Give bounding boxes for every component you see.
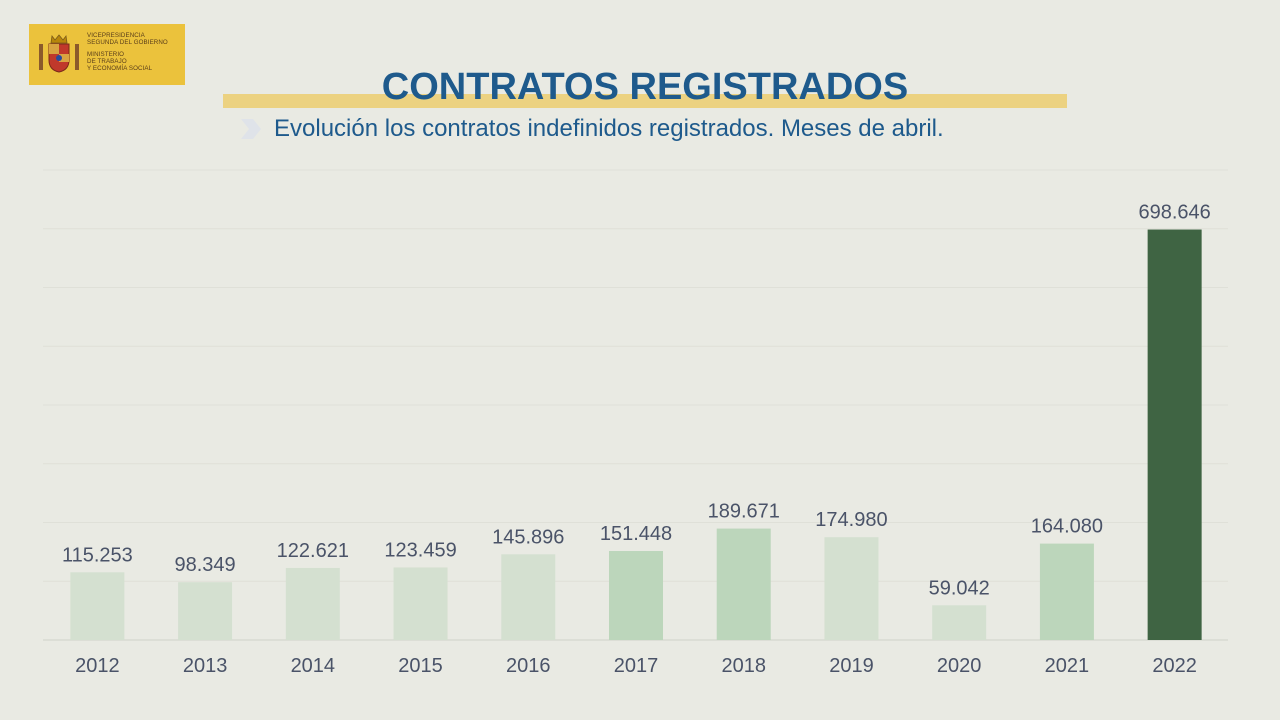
tick-label-2016: 2016 bbox=[506, 655, 551, 677]
bar-2018 bbox=[716, 528, 771, 640]
logo-line: SEGUNDA DEL GOBIERNO bbox=[87, 39, 168, 46]
bar-2017 bbox=[609, 551, 663, 640]
data-label-2017: 151.448 bbox=[600, 523, 672, 545]
page-title: CONTRATOS REGISTRADOS bbox=[381, 66, 909, 108]
bar-2022 bbox=[1147, 229, 1202, 640]
logo-line: DE TRABAJO bbox=[87, 58, 127, 65]
data-label-2022: 698.646 bbox=[1138, 202, 1210, 224]
logo-line: MINISTERIO bbox=[87, 51, 125, 58]
tick-label-2012: 2012 bbox=[75, 655, 120, 677]
tick-label-2020: 2020 bbox=[937, 655, 982, 677]
page-subtitle: Evolución los contratos indefinidos regi… bbox=[274, 115, 944, 142]
tick-label-2014: 2014 bbox=[291, 655, 336, 677]
government-logo: VICEPRESIDENCIA SEGUNDA DEL GOBIERNO MIN… bbox=[29, 24, 185, 85]
bar-2014 bbox=[285, 567, 340, 640]
data-label-2015: 123.459 bbox=[384, 539, 456, 561]
bar-2013 bbox=[178, 582, 233, 640]
tick-label-2022: 2022 bbox=[1152, 655, 1197, 677]
bar-2019 bbox=[824, 537, 879, 640]
tick-label-2021: 2021 bbox=[1045, 655, 1090, 677]
tick-label-2017: 2017 bbox=[614, 655, 659, 677]
logo-line: Y ECONOMÍA SOCIAL bbox=[87, 65, 153, 72]
data-label-2012: 115.253 bbox=[62, 544, 133, 566]
chevron-right-icon bbox=[241, 119, 261, 139]
data-label-2021: 164.080 bbox=[1031, 516, 1103, 538]
data-label-2014: 122.621 bbox=[277, 540, 349, 562]
data-label-2020: 59.042 bbox=[929, 577, 990, 599]
tick-label-2013: 2013 bbox=[183, 655, 228, 677]
title-underline-bar bbox=[223, 94, 1067, 108]
data-label-2018: 189.671 bbox=[708, 501, 780, 523]
logo-text: VICEPRESIDENCIA SEGUNDA DEL GOBIERNO MIN… bbox=[87, 32, 168, 72]
bar-2016 bbox=[501, 554, 556, 640]
bar-2015 bbox=[393, 567, 448, 640]
data-label-2019: 174.980 bbox=[815, 509, 887, 531]
data-label-2013: 98.349 bbox=[175, 554, 236, 576]
coat-of-arms-icon bbox=[39, 34, 79, 73]
bar-2021 bbox=[1039, 543, 1094, 640]
bar-2012 bbox=[70, 572, 125, 640]
tick-label-2019: 2019 bbox=[829, 655, 874, 677]
data-label-2016: 145.896 bbox=[492, 526, 564, 548]
tick-label-2018: 2018 bbox=[721, 655, 766, 677]
bar-2020 bbox=[932, 605, 987, 640]
tick-label-2015: 2015 bbox=[398, 655, 443, 677]
logo-line: VICEPRESIDENCIA bbox=[87, 32, 145, 39]
